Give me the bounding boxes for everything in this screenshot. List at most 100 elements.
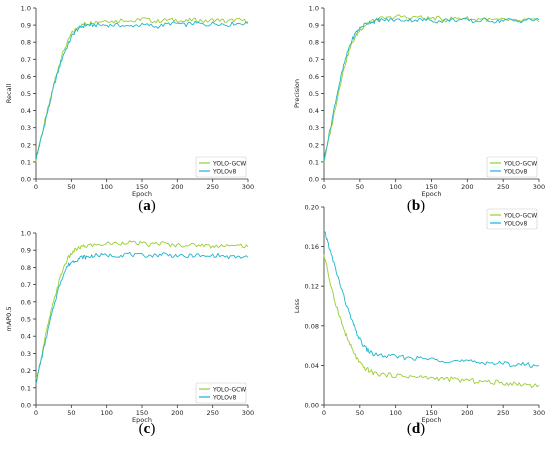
x-tick-label: 150 <box>425 409 437 417</box>
y-axis-label: Loss <box>293 298 301 313</box>
series-line-yolov8 <box>323 17 540 162</box>
y-tick-label: 0.12 <box>305 283 319 291</box>
series-line-yolo-gcw <box>323 14 540 163</box>
x-tick-label: 100 <box>389 409 401 417</box>
x-tick-label: 100 <box>100 409 112 417</box>
x-tick-label: 50 <box>67 409 75 417</box>
series-line-yolov8 <box>323 230 540 368</box>
x-tick-label: 150 <box>136 409 148 417</box>
x-tick-label: 200 <box>461 183 473 191</box>
series-line-yolo-gcw <box>35 17 249 163</box>
legend-label: YOLOv8 <box>212 168 236 175</box>
x-tick-label: 0 <box>322 409 326 417</box>
y-tick-label: 1.0 <box>21 5 31 13</box>
chart-panel-a: 0.0 0.1 0.2 0.3 0.4 0.5 0.6 0.7 0.8 0.9 1.0 0 50 100 1… <box>5 5 254 199</box>
y-tick-label: 0.7 <box>21 56 31 64</box>
y-tick-label: 0.3 <box>21 124 31 132</box>
x-tick-label: 200 <box>171 183 183 191</box>
y-tick-label: 0.8 <box>21 39 31 47</box>
y-tick-label: 0.04 <box>305 362 319 370</box>
x-tick-label: 200 <box>171 409 183 417</box>
x-axis-label: Epoch <box>132 416 152 424</box>
y-axis-label: Recall <box>5 84 13 104</box>
x-tick-label: 300 <box>533 409 545 417</box>
x-tick-label: 250 <box>497 183 509 191</box>
x-tick-label: 250 <box>206 183 218 191</box>
caption-d: (d) <box>406 421 426 437</box>
legend-box <box>486 156 538 178</box>
y-tick-label: 0.20 <box>305 204 319 212</box>
y-tick-label: 0.8 <box>309 39 319 47</box>
y-tick-label: 0.00 <box>305 402 319 410</box>
y-tick-label: 0.0 <box>21 176 31 184</box>
y-tick-label: 0.2 <box>21 141 31 149</box>
legend-box <box>486 208 538 230</box>
series-line-yolov8 <box>35 251 249 385</box>
x-tick-label: 250 <box>497 409 509 417</box>
legend-label: YOLOv8 <box>503 220 527 227</box>
y-tick-label: 0.1 <box>21 158 31 166</box>
y-tick-label: 0.1 <box>21 384 31 392</box>
y-tick-label: 0.0 <box>21 402 31 410</box>
y-tick-label: 0.2 <box>309 141 319 149</box>
legend-label: YOLO-GCW <box>212 386 246 393</box>
x-tick-label: 300 <box>533 183 545 191</box>
y-tick-label: 0.5 <box>309 90 319 98</box>
x-tick-label: 200 <box>461 409 473 417</box>
caption-a: (a) <box>138 198 156 214</box>
y-tick-label: 0.4 <box>309 107 319 115</box>
y-tick-label: 0.6 <box>21 298 31 306</box>
legend-label: YOLO-GCW <box>503 212 537 219</box>
y-tick-label: 0.9 <box>21 247 31 255</box>
x-axis-label: Epoch <box>422 416 442 424</box>
y-axis-label: Precision <box>293 79 301 108</box>
series-line-yolov8 <box>35 20 249 160</box>
series-line-yolo-gcw <box>323 254 540 388</box>
x-tick-label: 100 <box>100 183 112 191</box>
x-tick-label: 300 <box>242 409 254 417</box>
y-tick-label: 0.7 <box>309 56 319 64</box>
y-tick-label: 0.4 <box>21 107 31 115</box>
x-tick-label: 150 <box>425 183 437 191</box>
x-tick-label: 0 <box>34 409 38 417</box>
caption-b: (b) <box>406 198 426 214</box>
y-tick-label: 0.08 <box>305 322 319 330</box>
y-tick-label: 0.9 <box>309 22 319 30</box>
y-tick-label: 0.8 <box>21 264 31 272</box>
y-tick-label: 0.9 <box>21 22 31 30</box>
y-tick-label: 1.0 <box>21 230 31 238</box>
chart-panel-b: 0.0 0.1 0.2 0.3 0.4 0.5 0.6 0.7 0.8 0.9 1.0 0 50 100 1… <box>293 5 545 199</box>
y-tick-label: 0.5 <box>21 316 31 324</box>
x-tick-label: 50 <box>356 409 364 417</box>
chart-panel-c: 0.0 0.1 0.2 0.3 0.4 0.5 0.6 0.7 0.8 0.9 1.0 0 50 100 1… <box>5 230 254 425</box>
y-tick-label: 0.2 <box>21 367 31 375</box>
x-axis-label: Epoch <box>422 190 442 198</box>
y-tick-label: 0.6 <box>309 73 319 81</box>
y-tick-label: 0.7 <box>21 281 31 289</box>
legend-label: YOLO-GCW <box>212 160 246 167</box>
y-tick-label: 0.3 <box>309 124 319 132</box>
legend-box <box>195 382 247 404</box>
legend-label: YOLO-GCW <box>503 160 537 167</box>
y-tick-label: 0.5 <box>21 90 31 98</box>
x-tick-label: 0 <box>322 183 326 191</box>
y-tick-label: 0.1 <box>309 158 319 166</box>
y-tick-label: 0.0 <box>309 176 319 184</box>
y-tick-label: 0.16 <box>305 243 319 251</box>
legend-box <box>195 156 247 178</box>
y-tick-label: 0.6 <box>21 73 31 81</box>
chart-panel-d: 0.00 0.04 0.08 0.12 0.16 0.20 0 50 100 150 200 250 3… <box>293 204 545 425</box>
legend-label: YOLOv8 <box>503 168 527 175</box>
x-tick-label: 100 <box>389 183 401 191</box>
legend-label: YOLOv8 <box>212 394 236 401</box>
x-tick-label: 150 <box>136 183 148 191</box>
y-tick-label: 1.0 <box>309 5 319 13</box>
y-tick-label: 0.3 <box>21 350 31 358</box>
x-tick-label: 50 <box>356 183 364 191</box>
caption-c: (c) <box>138 421 156 437</box>
x-tick-label: 50 <box>67 183 75 191</box>
